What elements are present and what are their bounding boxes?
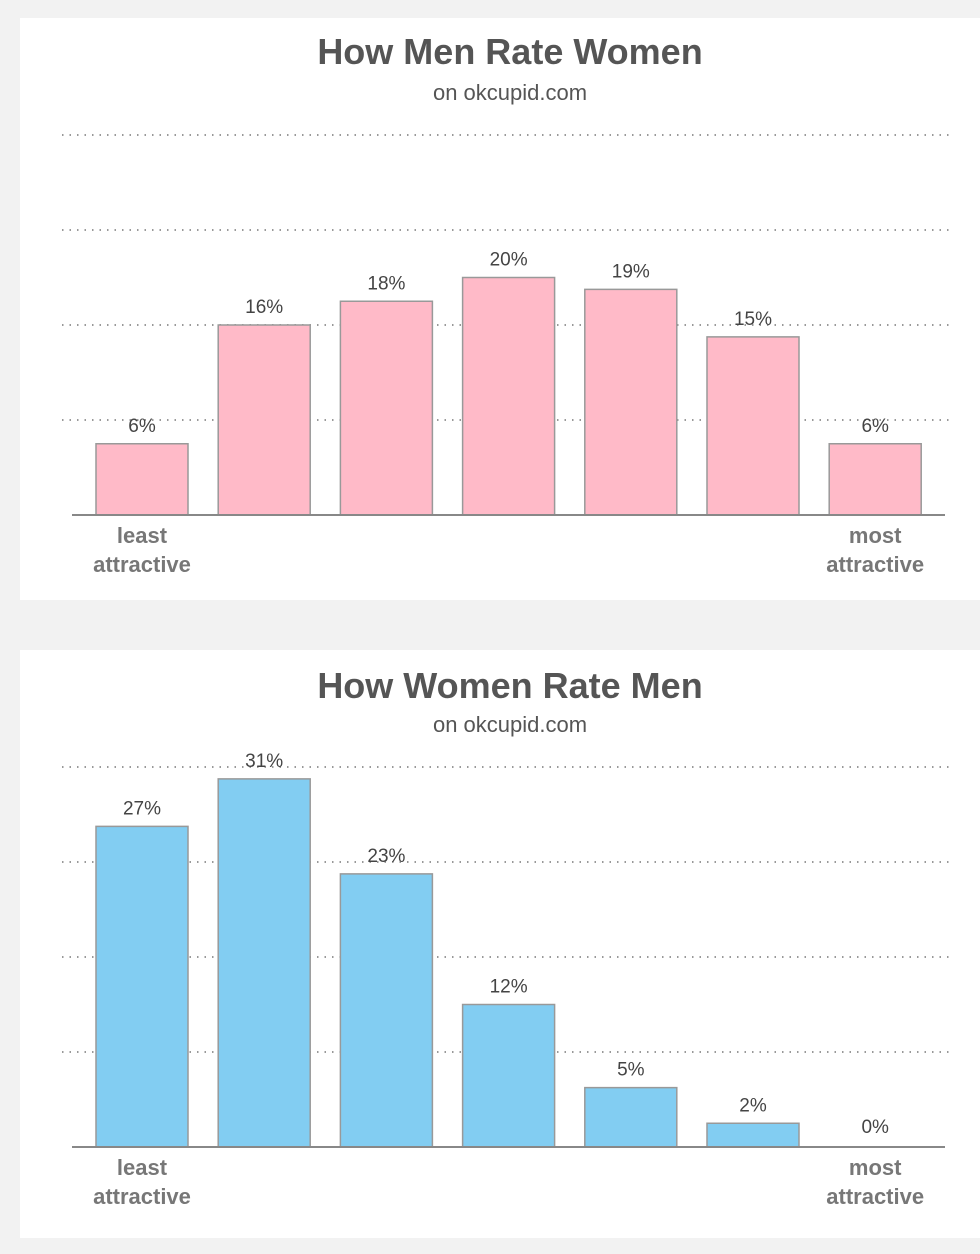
chart-panel-men-rate-women: How Men Rate Women on okcupid.com 6% 16% 18%… xyxy=(20,18,980,600)
data-label: 19% xyxy=(612,261,650,282)
data-label: 31% xyxy=(245,751,283,772)
data-label: 0% xyxy=(861,1117,889,1138)
data-label: 5% xyxy=(617,1060,645,1081)
bar-chart: How Men Rate Women on okcupid.com 6% 16% 18%… xyxy=(62,31,950,577)
data-label: 27% xyxy=(123,798,161,819)
data-label: 15% xyxy=(734,309,772,330)
bar-4 xyxy=(461,276,556,516)
bar-2 xyxy=(217,778,311,1148)
x-label-least: least xyxy=(117,1155,168,1180)
chart-title: How Men Rate Women xyxy=(317,31,702,72)
bar-7 xyxy=(828,443,922,516)
data-label: 16% xyxy=(245,297,283,318)
x-label-most: most xyxy=(849,523,902,548)
data-label: 20% xyxy=(490,250,528,271)
bar-1 xyxy=(95,825,189,1148)
bar-3 xyxy=(339,300,434,516)
data-label: 6% xyxy=(861,416,889,437)
bar-3 xyxy=(339,873,434,1148)
x-label-most: attractive xyxy=(826,1184,924,1209)
bar-6 xyxy=(706,1122,800,1148)
x-label-most: most xyxy=(849,1155,902,1180)
data-label: 12% xyxy=(490,977,528,998)
data-label: 2% xyxy=(739,1095,767,1116)
bar-1 xyxy=(95,443,189,516)
chart-subtitle: on okcupid.com xyxy=(433,712,587,737)
bar-5 xyxy=(584,1086,678,1148)
chart-subtitle: on okcupid.com xyxy=(433,80,587,105)
chart-title: How Women Rate Men xyxy=(317,665,702,706)
x-label-most: attractive xyxy=(826,552,924,577)
bar-chart: How Women Rate Men on okcupid.com 27% 31% 23… xyxy=(62,665,950,1209)
bar-4 xyxy=(461,1003,556,1148)
chart-panel-women-rate-men: How Women Rate Men on okcupid.com 27% 31% 23… xyxy=(20,650,980,1238)
bar-6 xyxy=(706,336,800,516)
data-label: 18% xyxy=(367,273,405,294)
bar-2 xyxy=(217,324,311,516)
data-label: 6% xyxy=(128,416,156,437)
data-label: 23% xyxy=(367,846,405,867)
x-label-least: attractive xyxy=(93,552,191,577)
x-label-least: least xyxy=(117,523,168,548)
x-label-least: attractive xyxy=(93,1184,191,1209)
bar-5 xyxy=(584,288,678,516)
